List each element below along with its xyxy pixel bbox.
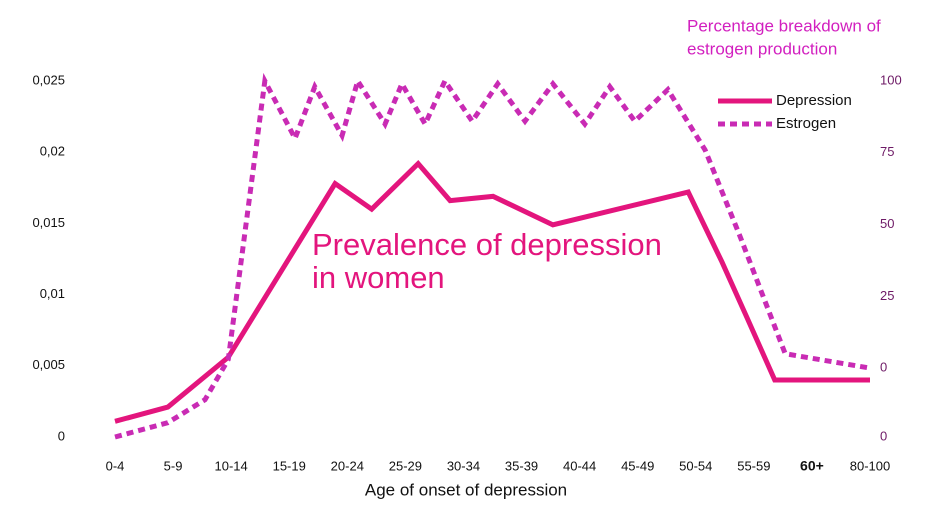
x-tick-label: 45-49	[621, 458, 654, 473]
y2-tick-label: 50	[880, 216, 894, 231]
y2-tick-label: 0	[880, 428, 887, 443]
x-tick-label: 30-34	[447, 458, 480, 473]
annotation: Prevalence of depression	[312, 227, 662, 262]
x-tick-label: 80-100	[850, 458, 890, 473]
legend-label: Estrogen	[776, 115, 836, 132]
line	[114, 159, 870, 424]
x-tick-label: 5-9	[164, 458, 183, 473]
y2-axis-title: Percentage breakdown of	[687, 16, 881, 35]
y-tick-label: 0,015	[32, 215, 65, 230]
y2-tick-label: 0	[880, 360, 887, 375]
x-tick-label: 15-19	[273, 458, 306, 473]
x-axis-title: Age of onset of depression	[365, 480, 567, 499]
x-tick-label: 50-54	[679, 458, 712, 473]
x-tick-label: 40-44	[563, 458, 596, 473]
y2-tick-label: 75	[880, 144, 894, 159]
x-tick-label: 0-4	[106, 458, 125, 473]
y-tick-label: 0,025	[32, 72, 65, 87]
y-tick-label: 0,02	[40, 144, 65, 159]
annotation: in women	[312, 260, 445, 295]
y2-axis-title: estrogen production	[687, 39, 837, 58]
y-tick-label: 0,005	[32, 357, 65, 372]
legend-label: Depression	[776, 92, 852, 109]
y2-tick-label: 25	[880, 288, 894, 303]
y-tick-label: 0,01	[40, 286, 65, 301]
x-tick-label: 55-59	[737, 458, 770, 473]
x-tick-label: 35-39	[505, 458, 538, 473]
y2-tick-label: 100	[880, 72, 902, 87]
x-tick-label: 10-14	[215, 458, 248, 473]
line	[114, 72, 871, 440]
x-tick-label: 60+	[800, 458, 824, 474]
x-tick-label: 25-29	[389, 458, 422, 473]
y-tick-label: 0	[58, 428, 65, 443]
x-tick-label: 20-24	[331, 458, 364, 473]
